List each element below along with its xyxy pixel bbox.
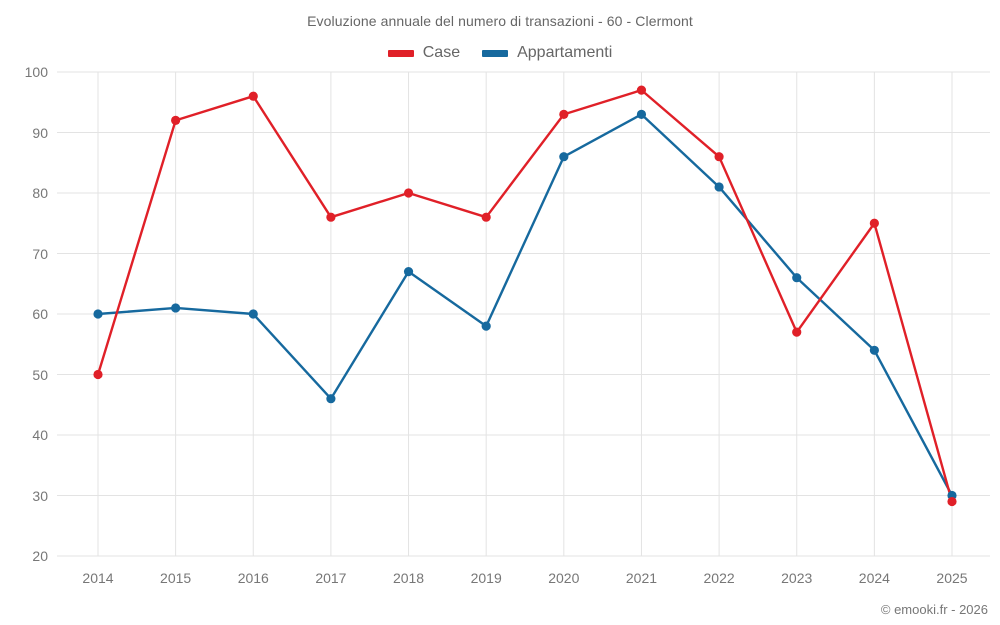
copyright-credit: © emooki.fr - 2026 xyxy=(880,602,988,617)
data-point-appartamenti-2023[interactable] xyxy=(792,273,802,283)
data-point-case-2016[interactable] xyxy=(248,91,258,101)
legend-swatch-icon xyxy=(482,49,509,57)
data-point-appartamenti-2016[interactable] xyxy=(248,309,258,319)
series-line-case xyxy=(96,88,954,503)
y-axis-tick-label: 50 xyxy=(32,366,48,383)
x-axis-tick-label: 2025 xyxy=(936,570,968,586)
x-axis-tick-label: 2016 xyxy=(237,570,269,586)
data-point-case-2014[interactable] xyxy=(93,369,103,380)
x-axis-tick-label: 2019 xyxy=(470,570,502,586)
data-point-case-2018[interactable] xyxy=(403,188,414,198)
data-point-case-2025[interactable] xyxy=(947,496,957,507)
x-axis-tick-label: 2020 xyxy=(548,570,580,586)
legend-label: Case xyxy=(422,44,461,61)
x-axis-tick-label: 2022 xyxy=(703,570,735,586)
data-point-appartamenti-2018[interactable] xyxy=(403,267,414,277)
data-point-case-2020[interactable] xyxy=(559,109,569,119)
data-point-case-2022[interactable] xyxy=(714,152,724,162)
data-point-case-2023[interactable] xyxy=(792,327,802,337)
data-point-appartamenti-2024[interactable] xyxy=(869,345,879,355)
x-axis-tick-label: 2023 xyxy=(781,570,813,586)
legend-label: Appartamenti xyxy=(517,44,613,61)
data-point-appartamenti-2015[interactable] xyxy=(171,303,181,313)
y-axis-tick-label: 30 xyxy=(32,487,48,504)
x-axis-tick-label: 2017 xyxy=(315,570,347,586)
data-point-appartamenti-2019[interactable] xyxy=(481,321,491,331)
y-axis-tick-label: 70 xyxy=(32,245,48,262)
legend-swatch-icon xyxy=(387,49,414,57)
data-point-appartamenti-2020[interactable] xyxy=(559,152,569,162)
legend-item-appartamenti[interactable]: Appartamenti xyxy=(482,44,612,62)
y-axis-tick-label: 60 xyxy=(32,306,48,322)
x-axis-tick-label: 2021 xyxy=(625,570,658,586)
y-axis-tick-label: 20 xyxy=(32,548,48,564)
data-point-case-2017[interactable] xyxy=(326,212,336,222)
y-axis-tick-label: 90 xyxy=(32,124,48,141)
data-point-appartamenti-2014[interactable] xyxy=(93,309,103,319)
data-point-case-2021[interactable] xyxy=(636,85,647,95)
x-axis-tick-label: 2015 xyxy=(160,570,192,586)
x-axis-tick-label: 2014 xyxy=(82,570,114,586)
data-point-appartamenti-2021[interactable] xyxy=(636,109,647,119)
data-point-case-2024[interactable] xyxy=(869,218,879,228)
y-axis-tick-label: 80 xyxy=(32,185,48,201)
data-point-appartamenti-2017[interactable] xyxy=(326,394,336,404)
data-point-appartamenti-2022[interactable] xyxy=(714,182,724,192)
x-axis-tick-label: 2024 xyxy=(858,570,890,586)
y-axis-tick-label: 40 xyxy=(32,427,48,443)
chart-legend: Case Appartamenti xyxy=(0,44,1000,62)
series-line-appartamenti xyxy=(96,113,954,497)
x-axis-tick-label: 2018 xyxy=(392,570,425,586)
chart-title: Evoluzione annuale del numero di transaz… xyxy=(307,13,693,29)
data-point-case-2019[interactable] xyxy=(481,212,491,222)
y-axis-tick-label: 100 xyxy=(24,64,48,80)
series-lines xyxy=(93,85,957,507)
data-point-case-2015[interactable] xyxy=(171,115,181,125)
grid-lines xyxy=(57,71,990,557)
legend-item-case[interactable]: Case xyxy=(387,44,461,62)
